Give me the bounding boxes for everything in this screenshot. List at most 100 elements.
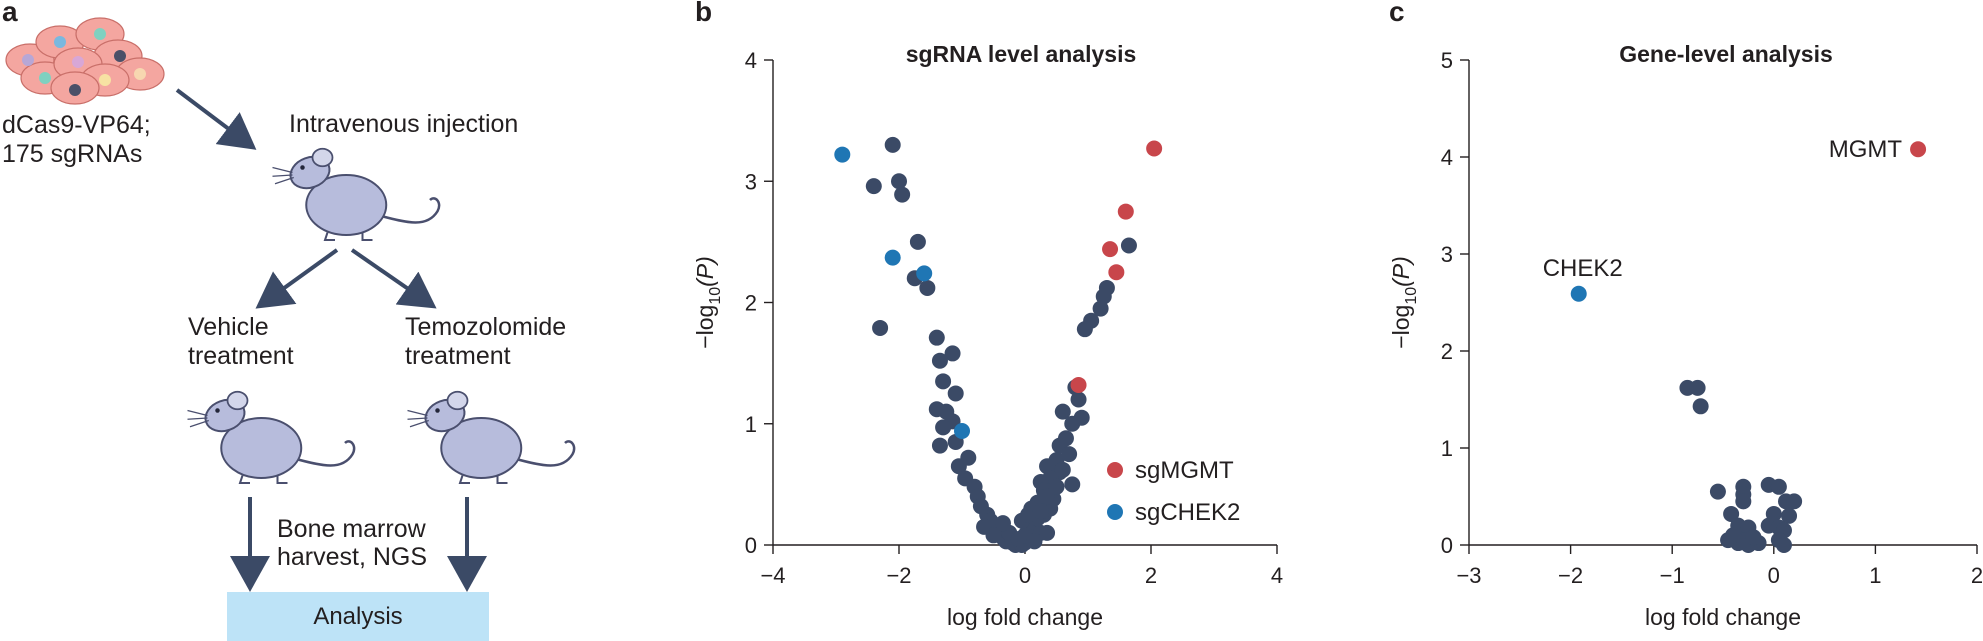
y-tick-label: 2 <box>745 291 757 316</box>
x-tick-label: 0 <box>1768 563 1780 588</box>
point-other-50 <box>1064 415 1081 432</box>
y-axis-title-subscript: 10 <box>1403 287 1420 305</box>
point-sgmgmt-0 <box>1146 140 1163 157</box>
point-other-25 <box>1775 537 1792 553</box>
arrow-to-vehicle <box>255 248 339 309</box>
point-other-27 <box>1725 527 1742 544</box>
y-tick-label: 3 <box>745 169 757 194</box>
point-other-59 <box>1064 476 1081 493</box>
y-axis-title: −log10(P) <box>692 256 724 349</box>
point-other-3 <box>894 186 911 203</box>
point-sgmgmt-2 <box>1102 241 1119 258</box>
x-tick-label: −3 <box>1456 563 1481 588</box>
point-other-71 <box>1039 524 1056 541</box>
point-sgmgmt-3 <box>1108 264 1125 281</box>
point-chek2-0 <box>1570 285 1587 302</box>
arrow-to-temozolomide <box>350 248 437 309</box>
point-other-40 <box>1120 237 1137 254</box>
x-tick-label: −1 <box>1660 563 1685 588</box>
y-tick-label: 4 <box>745 48 757 73</box>
x-tick-label: −2 <box>886 563 911 588</box>
point-sgmgmt-1 <box>1117 203 1134 220</box>
panel-letter-a: a <box>2 0 18 27</box>
analysis-label: Analysis <box>313 602 403 630</box>
y-axis-title-var: (P) <box>692 256 718 287</box>
workflow-diagram <box>5 17 576 592</box>
y-tick-label: 5 <box>1441 48 1453 73</box>
cell-label-line1: dCas9-VP64; <box>2 111 151 139</box>
point-other-17 <box>931 437 948 454</box>
chart-title: Gene-level analysis <box>1619 41 1833 67</box>
point-sgchek2-1 <box>884 249 901 266</box>
point-other-45 <box>1076 321 1093 338</box>
y-tick-label: 1 <box>1441 436 1453 461</box>
y-axis-title-prefix: −log <box>1388 305 1414 349</box>
point-other-8 <box>928 329 945 346</box>
point-other-11 <box>935 373 952 390</box>
point-other-53 <box>1061 446 1078 463</box>
vehicle-label-line2: treatment <box>188 342 294 370</box>
point-other-12 <box>1781 507 1798 524</box>
point-other-55 <box>1039 458 1056 475</box>
legend-label-sgmgmt: sgMGMT <box>1135 457 1234 484</box>
point-other-75 <box>1020 506 1037 523</box>
point-other-12 <box>947 385 964 402</box>
point-other-36 <box>985 527 1002 544</box>
x-axis-title: log fold change <box>1645 604 1801 630</box>
x-tick-label: 1 <box>1869 563 1881 588</box>
x-tick-label: 0 <box>1019 563 1031 588</box>
y-tick-label: 0 <box>1441 533 1453 558</box>
y-tick-label: 2 <box>1441 339 1453 364</box>
y-tick-label: 3 <box>1441 242 1453 267</box>
point-other-79 <box>1054 461 1071 478</box>
point-other-49 <box>1054 403 1071 420</box>
x-tick-label: 2 <box>1145 563 1157 588</box>
point-mgmt-0 <box>1910 141 1927 158</box>
point-sgchek2-0 <box>834 146 851 163</box>
arrow-cells-to-mouse <box>175 88 257 150</box>
point-sgmgmt-4 <box>1070 376 1087 393</box>
point-other-1 <box>1689 379 1706 396</box>
point-other-10 <box>931 352 948 369</box>
y-axis-title-prefix: −log <box>692 305 718 349</box>
cell-cluster-icon <box>5 17 165 105</box>
point-other-77 <box>1048 478 1065 495</box>
point-other-6 <box>919 279 936 296</box>
chart-title: sgRNA level analysis <box>906 41 1137 67</box>
y-axis-title: −log10(P) <box>1388 256 1420 349</box>
point-other-39 <box>994 515 1011 532</box>
point-other-78 <box>1032 503 1049 520</box>
y-tick-label: 0 <box>745 533 757 558</box>
legend-label-sgchek2: sgCHEK2 <box>1135 499 1240 526</box>
x-tick-label: −2 <box>1558 563 1583 588</box>
y-tick-label: 4 <box>1441 145 1453 170</box>
point-other-70 <box>1026 533 1043 550</box>
point-sgchek2-2 <box>916 265 933 282</box>
x-tick-label: 2 <box>1971 563 1983 588</box>
point-other-3 <box>1709 483 1726 500</box>
temozolomide-label-line2: treatment <box>405 342 511 370</box>
point-other-1 <box>865 178 882 195</box>
y-axis-title-subscript: 10 <box>707 287 724 305</box>
point-other-2 <box>1692 398 1709 415</box>
point-other-7 <box>872 319 889 336</box>
analysis-box: Analysis <box>227 592 489 641</box>
point-other-47 <box>1070 391 1087 408</box>
point-other-0 <box>884 136 901 153</box>
vehicle-label-line1: Vehicle <box>188 313 269 341</box>
x-tick-label: −4 <box>760 563 785 588</box>
legend-marker-sgmgmt <box>1107 462 1123 478</box>
point-other-2 <box>891 173 907 190</box>
harvest-label-line1: Bone marrow <box>277 515 426 543</box>
point-other-6 <box>1735 493 1752 510</box>
point-other-26 <box>1745 529 1762 546</box>
y-tick-label: 1 <box>745 412 757 437</box>
x-axis-title: log fold change <box>947 604 1103 630</box>
point-other-42 <box>1095 288 1112 305</box>
x-tick-label: 4 <box>1271 563 1283 588</box>
cell-label-line2: 175 sgRNAs <box>2 140 143 168</box>
point-other-43 <box>1092 300 1109 317</box>
label-chek2: CHEK2 <box>1543 255 1623 282</box>
